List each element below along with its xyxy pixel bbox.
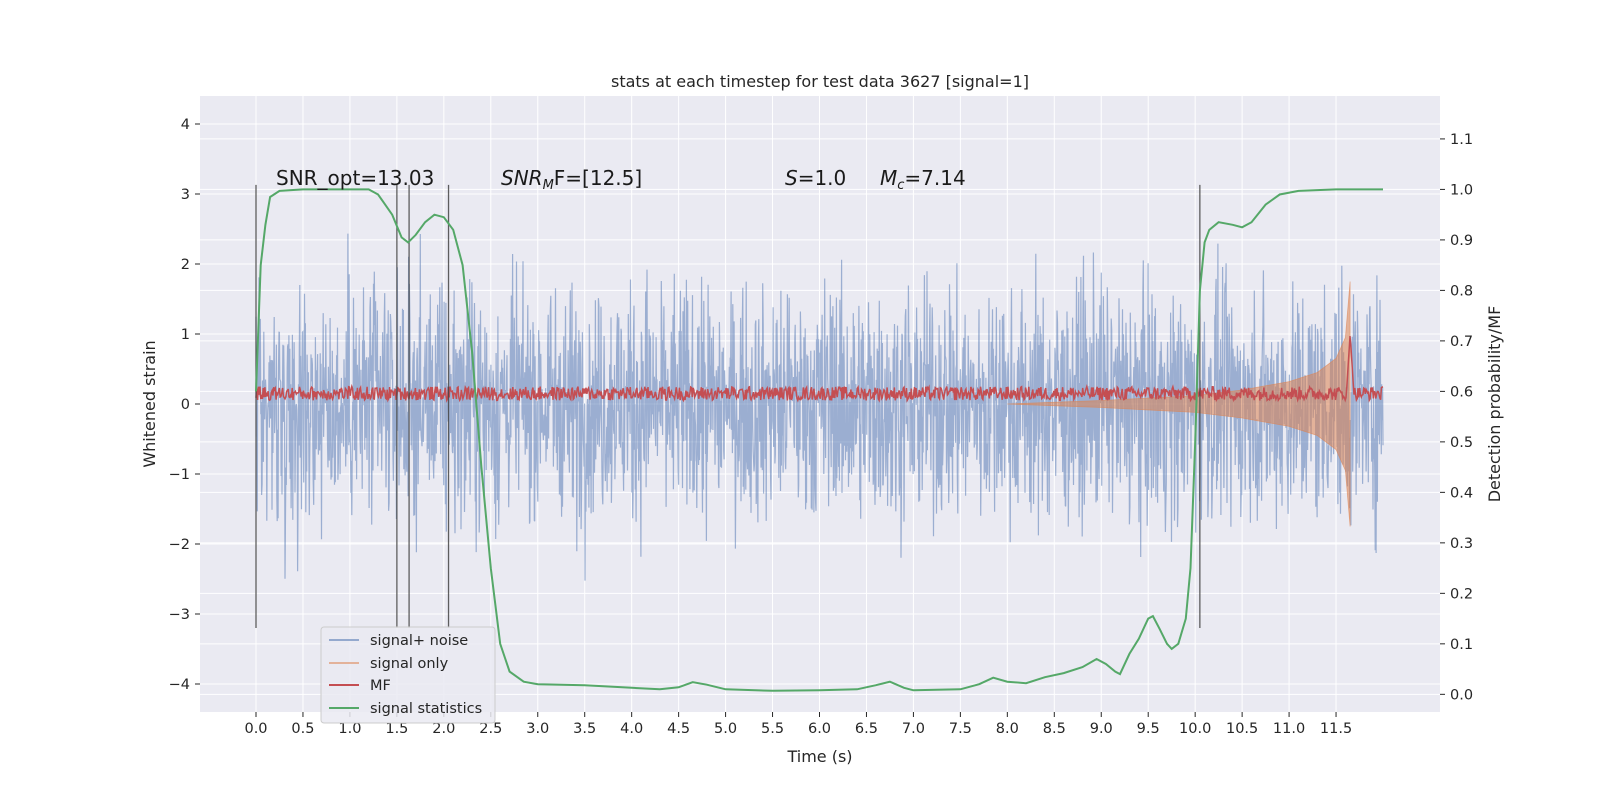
legend-box xyxy=(320,626,496,724)
annotation-snr-mf-rest: F=[12.5] xyxy=(554,166,642,190)
mf-series xyxy=(255,336,1384,403)
y2-tick-label: 0.4 xyxy=(1450,485,1473,501)
annotation-mc-rest: =7.14 xyxy=(904,166,965,190)
chart-title: stats at each timestep for test data 362… xyxy=(611,72,1029,91)
annotation-snr-mf-sub: M xyxy=(543,178,554,193)
signal-only-series xyxy=(1007,281,1351,527)
x-axis-ticks: 0.0 0.5 1.0 1.5 2.0 2.5 3.0 3.5 4.0 4.5 5.0 5.5 6.0 6… xyxy=(244,712,1352,737)
y-tick-label: −4 xyxy=(169,677,190,693)
y-tick-label: −2 xyxy=(169,537,190,553)
y2-tick-label: 1.1 xyxy=(1450,132,1473,148)
y2-axis-label: Detection probability/MF xyxy=(1485,306,1504,503)
x-tick-label: 4.5 xyxy=(667,721,690,737)
annotation-s: S=1.0 xyxy=(785,166,846,190)
x-tick-label: 10.5 xyxy=(1226,721,1258,737)
y2-tick-label: 0.8 xyxy=(1450,283,1473,299)
x-tick-label: 9.5 xyxy=(1137,721,1160,737)
annotation-s-main: S xyxy=(785,166,798,190)
y-tick-label: 4 xyxy=(181,117,190,133)
x-tick-label: 3.0 xyxy=(526,721,549,737)
x-tick-label: 11.0 xyxy=(1273,721,1305,737)
x-axis-label: Time (s) xyxy=(786,747,852,766)
y-tick-label: 0 xyxy=(181,397,190,413)
annotation-s-rest: =1.0 xyxy=(798,166,847,190)
legend-label-mf: MF xyxy=(370,678,391,694)
y-axis-label: Whitened strain xyxy=(140,340,159,467)
legend: signal+ noise signal only MF signal stat… xyxy=(320,626,496,724)
annotation-snr-opt: SNR_opt=13.03 xyxy=(276,166,434,190)
x-tick-label: 7.0 xyxy=(902,721,925,737)
annotation-mc-main: M xyxy=(880,166,897,190)
annotations: SNR_opt=13.03 SNRMF=[12.5] S=1.0 Mc=7.14 xyxy=(276,166,966,193)
x-tick-label: 11.5 xyxy=(1320,721,1352,737)
x-tick-label: 2.0 xyxy=(432,721,455,737)
x-tick-label: 5.0 xyxy=(714,721,737,737)
annotation-snr-mf: SNRMF=[12.5] xyxy=(501,166,642,193)
y2-tick-label: 0.2 xyxy=(1450,586,1473,602)
y2-axis-ticks: 0.0 0.1 0.2 0.3 0.4 0.5 0.6 0.7 0.8 0.9 1.0 1.1 xyxy=(1440,132,1473,703)
y2-tick-label: 0.9 xyxy=(1450,233,1473,249)
annotation-snr-mf-main: SNR xyxy=(501,166,543,190)
x-tick-label: 8.0 xyxy=(996,721,1019,737)
mf-line xyxy=(255,336,1384,403)
legend-label-signal-statistics: signal statistics xyxy=(370,701,482,717)
x-tick-label: 4.0 xyxy=(620,721,643,737)
x-tick-label: 1.5 xyxy=(385,721,408,737)
y-tick-label: −1 xyxy=(169,467,190,483)
annotation-mc-sub: c xyxy=(897,178,904,193)
signal-statistics-line xyxy=(255,188,1383,692)
y2-tick-label: 0.6 xyxy=(1450,384,1473,400)
x-tick-label: 7.5 xyxy=(949,721,972,737)
y2-tick-label: 0.0 xyxy=(1450,687,1473,703)
x-tick-label: 6.5 xyxy=(855,721,878,737)
signal-only-envelope xyxy=(1007,281,1351,527)
y2-tick-label: 0.3 xyxy=(1450,536,1473,552)
y-tick-label: −3 xyxy=(169,607,190,623)
y2-tick-label: 0.5 xyxy=(1450,435,1473,451)
x-tick-label: 3.5 xyxy=(573,721,596,737)
x-tick-label: 10.0 xyxy=(1179,721,1211,737)
y-axis-ticks: −4 −3 −2 −1 0 1 2 3 4 xyxy=(169,117,200,693)
x-tick-label: 2.5 xyxy=(479,721,502,737)
legend-label-signal-noise: signal+ noise xyxy=(370,633,468,649)
y2-tick-label: 0.1 xyxy=(1450,637,1473,653)
y-tick-label: 1 xyxy=(181,327,190,343)
y-tick-label: 2 xyxy=(181,257,190,273)
x-tick-label: 1.0 xyxy=(338,721,361,737)
annotation-mc: Mc=7.14 xyxy=(880,166,966,193)
x-tick-label: 0.5 xyxy=(291,721,314,737)
x-tick-label: 5.5 xyxy=(761,721,784,737)
x-tick-label: 8.5 xyxy=(1043,721,1066,737)
y2-tick-label: 1.0 xyxy=(1450,182,1473,198)
y2-tick-label: 0.7 xyxy=(1450,334,1473,350)
x-tick-label: 6.0 xyxy=(808,721,831,737)
y-tick-label: 3 xyxy=(181,187,190,203)
legend-label-signal-only: signal only xyxy=(370,656,449,672)
signal-statistics-series xyxy=(255,188,1383,692)
x-tick-label: 0.0 xyxy=(244,721,267,737)
vertical-markers xyxy=(255,184,1201,628)
x-tick-label: 9.0 xyxy=(1090,721,1113,737)
